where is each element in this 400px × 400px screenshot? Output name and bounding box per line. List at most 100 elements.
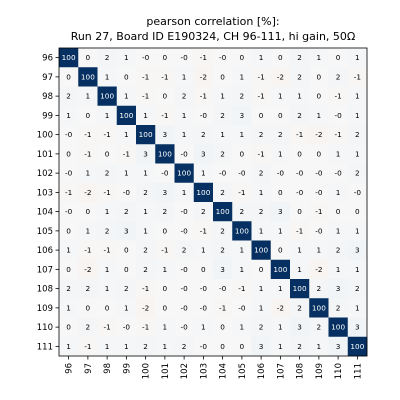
heatmap-cell	[251, 144, 272, 164]
heatmap-cell	[213, 67, 233, 87]
heatmap-cell-label: 0	[278, 246, 283, 255]
heatmap-cell-label: -1	[103, 323, 110, 332]
heatmap-cell-label: -0	[219, 169, 227, 178]
heatmap-cell-label: 0	[240, 342, 245, 351]
heatmap-cell-label: 3	[163, 130, 168, 139]
heatmap-cell-label: 2	[317, 284, 322, 293]
heatmap-cell-label: -1	[354, 72, 361, 81]
x-tick-label: 109	[315, 363, 325, 379]
heatmap-cell	[232, 67, 252, 87]
y-tick-label: 98	[42, 92, 53, 102]
heatmap-cell	[251, 279, 272, 299]
heatmap-cell	[97, 279, 118, 299]
x-tick-label: 98	[103, 363, 113, 374]
heatmap-cell-label: 2	[124, 207, 129, 216]
heatmap-cell-label: 2	[355, 284, 360, 293]
heatmap-cell	[213, 105, 233, 126]
x-tick-label: 106	[257, 363, 267, 379]
heatmap-cell-label: -1	[200, 226, 207, 235]
heatmap-cell-label: 3	[355, 323, 360, 332]
heatmap-cell-label: -0	[219, 284, 227, 293]
heatmap-cell	[174, 67, 195, 87]
heatmap-cell-label: -1	[238, 188, 245, 197]
heatmap-cell-label: -1	[103, 246, 110, 255]
heatmap-cell-label: -0	[200, 111, 208, 120]
heatmap-cell-label: 100	[293, 284, 307, 293]
heatmap-cell	[193, 279, 214, 299]
heatmap-cell	[232, 105, 252, 126]
heatmap-cell-label: 1	[143, 226, 148, 235]
heatmap-cell	[328, 240, 349, 261]
heatmap-cell-label: 100	[235, 226, 249, 235]
heatmap-cell	[290, 86, 310, 107]
heatmap-cell-label: 100	[196, 188, 210, 197]
heatmap-cell-label: 2	[201, 130, 206, 139]
heatmap-cell-label: -0	[65, 207, 73, 216]
heatmap-cell	[290, 259, 310, 280]
heatmap-cell-label: -1	[142, 72, 149, 81]
heatmap-cell-label: 2	[220, 111, 225, 120]
heatmap-cell	[78, 67, 98, 87]
heatmap-cell-label: 2	[336, 246, 341, 255]
heatmap-cell-label: 2	[105, 53, 110, 62]
heatmap-cell	[136, 67, 156, 87]
heatmap-cell	[328, 182, 349, 203]
heatmap-cell	[116, 105, 137, 126]
heatmap-cell	[328, 202, 349, 222]
heatmap-cell	[97, 221, 118, 241]
heatmap-cell-label: -0	[296, 188, 304, 197]
heatmap-cell-label: 1	[86, 226, 91, 235]
heatmap-cell	[136, 298, 156, 318]
chart-title-line-1: pearson correlation [%]:	[146, 15, 279, 28]
heatmap-cell-label: 0	[86, 111, 91, 120]
heatmap-cell	[328, 336, 349, 357]
heatmap-cell	[78, 144, 98, 164]
heatmap-cell	[97, 48, 118, 68]
heatmap-cell-label: 1	[105, 284, 110, 293]
heatmap-cell	[193, 125, 214, 145]
heatmap-cell	[116, 259, 137, 280]
heatmap-cell	[270, 182, 291, 203]
heatmap-cell-label: 1	[124, 169, 129, 178]
heatmap-cell	[116, 202, 137, 222]
heatmap-cell-label: 2	[220, 188, 225, 197]
heatmap-cell-label: 0	[163, 226, 168, 235]
heatmap-cell-label: -1	[257, 72, 264, 81]
heatmap-cell	[116, 48, 137, 68]
heatmap-cell-label: 1	[278, 323, 283, 332]
heatmap-cell	[347, 336, 368, 357]
heatmap-cell	[174, 202, 195, 222]
heatmap-cell	[309, 336, 329, 357]
heatmap-cell-label: 1	[278, 342, 283, 351]
heatmap-cell	[232, 163, 252, 184]
heatmap-cell	[270, 298, 291, 318]
heatmap-cell-label: 1	[297, 92, 302, 101]
heatmap-cell	[116, 221, 137, 241]
heatmap-cell-label: -0	[180, 303, 188, 312]
y-tick-label: 99	[42, 111, 53, 121]
heatmap-cell	[155, 259, 175, 280]
heatmap-cell-label: 1	[182, 130, 187, 139]
heatmap-cell	[213, 48, 233, 68]
heatmap-cell-label: -2	[277, 303, 284, 312]
heatmap-cell	[136, 125, 156, 145]
heatmap-cell-label: -1	[84, 149, 91, 158]
heatmap-cell	[97, 336, 118, 357]
heatmap-cell	[270, 163, 291, 184]
y-tick-label: 103	[37, 188, 53, 198]
heatmap-cell	[270, 125, 291, 145]
heatmap-cell	[290, 240, 310, 261]
heatmap-cell-label: 0	[124, 246, 129, 255]
heatmap-cell	[59, 182, 79, 203]
heatmap-cell-label: 1	[259, 53, 264, 62]
heatmap-cell	[59, 144, 79, 164]
heatmap-cell	[97, 105, 118, 126]
heatmap-cell	[97, 86, 118, 107]
heatmap-cell	[136, 279, 156, 299]
heatmap-cell-label: -0	[180, 149, 188, 158]
y-tick-label: 108	[37, 285, 53, 295]
heatmap-cell-label: 2	[297, 111, 302, 120]
heatmap-cell-label: 1	[163, 265, 168, 274]
heatmap-cell	[78, 221, 98, 241]
heatmap-cell	[174, 144, 195, 164]
